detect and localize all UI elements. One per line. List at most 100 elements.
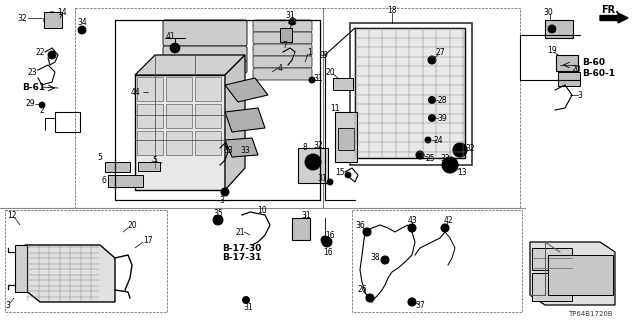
Circle shape — [429, 97, 435, 103]
Bar — [166, 77, 192, 101]
Circle shape — [321, 236, 329, 244]
Text: FR.: FR. — [601, 5, 619, 15]
Circle shape — [429, 115, 435, 122]
Bar — [137, 131, 163, 155]
Text: 38: 38 — [370, 253, 380, 262]
Circle shape — [428, 56, 436, 64]
Polygon shape — [225, 138, 258, 157]
Text: 42: 42 — [443, 215, 453, 225]
Text: 20: 20 — [325, 68, 335, 76]
FancyBboxPatch shape — [253, 32, 312, 44]
Text: 18: 18 — [387, 5, 397, 14]
Text: B-61: B-61 — [22, 83, 45, 92]
Bar — [532, 248, 572, 270]
Text: 19: 19 — [547, 45, 557, 54]
Text: 12: 12 — [7, 211, 17, 220]
Bar — [135, 75, 225, 190]
Text: 21: 21 — [236, 228, 244, 236]
Polygon shape — [225, 55, 245, 190]
Polygon shape — [225, 78, 268, 102]
Text: 27: 27 — [435, 47, 445, 57]
Text: 31: 31 — [317, 173, 327, 182]
Text: B-17-31: B-17-31 — [222, 253, 262, 262]
Text: B-60: B-60 — [582, 58, 605, 67]
Bar — [138, 162, 160, 171]
FancyBboxPatch shape — [163, 20, 247, 46]
Circle shape — [213, 215, 223, 225]
Text: 9: 9 — [323, 51, 328, 60]
Bar — [338, 128, 354, 150]
Bar — [352, 210, 522, 312]
Text: 40: 40 — [287, 18, 297, 27]
Bar — [137, 104, 163, 128]
Text: 11: 11 — [330, 103, 340, 113]
Bar — [75, 8, 323, 208]
Circle shape — [425, 137, 431, 143]
Bar — [298, 148, 328, 183]
Text: 28: 28 — [437, 95, 447, 105]
Bar — [195, 77, 221, 101]
Polygon shape — [530, 242, 615, 305]
Bar — [558, 72, 580, 86]
Bar — [355, 28, 465, 158]
Circle shape — [289, 19, 295, 25]
Text: 3: 3 — [6, 300, 10, 309]
Text: 10: 10 — [257, 205, 267, 214]
Text: 13: 13 — [457, 167, 467, 177]
Circle shape — [305, 154, 321, 170]
Circle shape — [48, 51, 56, 59]
Bar — [548, 255, 613, 295]
Circle shape — [44, 12, 60, 28]
Text: 31: 31 — [243, 303, 253, 313]
Text: 33: 33 — [240, 146, 250, 155]
Text: 39: 39 — [437, 114, 447, 123]
Bar — [333, 78, 353, 90]
FancyBboxPatch shape — [253, 68, 312, 80]
Text: 25: 25 — [425, 154, 435, 163]
Text: 32: 32 — [465, 143, 475, 153]
Circle shape — [447, 162, 453, 168]
Bar — [105, 162, 130, 172]
Text: 8: 8 — [303, 142, 307, 151]
Text: 35: 35 — [213, 209, 223, 218]
Circle shape — [548, 25, 556, 33]
Text: 32: 32 — [313, 140, 323, 149]
Text: 43: 43 — [407, 215, 417, 225]
Bar — [166, 104, 192, 128]
Text: 29: 29 — [25, 99, 35, 108]
Text: 1: 1 — [308, 47, 312, 57]
FancyBboxPatch shape — [163, 46, 247, 62]
Circle shape — [441, 224, 449, 232]
Circle shape — [310, 159, 316, 165]
Circle shape — [327, 179, 333, 185]
Text: 5: 5 — [152, 156, 157, 164]
Text: 44: 44 — [130, 87, 140, 97]
Circle shape — [322, 237, 332, 247]
Circle shape — [381, 256, 389, 264]
Circle shape — [39, 102, 45, 108]
Circle shape — [170, 43, 180, 53]
Text: 7: 7 — [283, 41, 287, 50]
Text: 5: 5 — [97, 153, 102, 162]
Bar — [556, 55, 578, 71]
Circle shape — [408, 224, 416, 232]
Circle shape — [345, 172, 351, 178]
Circle shape — [458, 148, 463, 153]
Circle shape — [49, 17, 55, 23]
Text: 33: 33 — [223, 146, 233, 155]
Text: 41: 41 — [165, 31, 175, 41]
Bar — [280, 28, 292, 42]
Text: 37: 37 — [415, 300, 425, 309]
Text: 34: 34 — [77, 18, 87, 27]
FancyBboxPatch shape — [253, 56, 312, 68]
Text: 30: 30 — [543, 7, 553, 17]
Text: TP64B1720B: TP64B1720B — [568, 311, 612, 317]
Circle shape — [309, 77, 315, 83]
Bar — [55, 112, 80, 132]
FancyBboxPatch shape — [253, 44, 312, 56]
Text: 2: 2 — [40, 106, 44, 115]
Circle shape — [416, 151, 424, 159]
Text: 15: 15 — [335, 167, 345, 177]
Text: 32: 32 — [17, 13, 27, 22]
Text: 31: 31 — [285, 11, 295, 20]
